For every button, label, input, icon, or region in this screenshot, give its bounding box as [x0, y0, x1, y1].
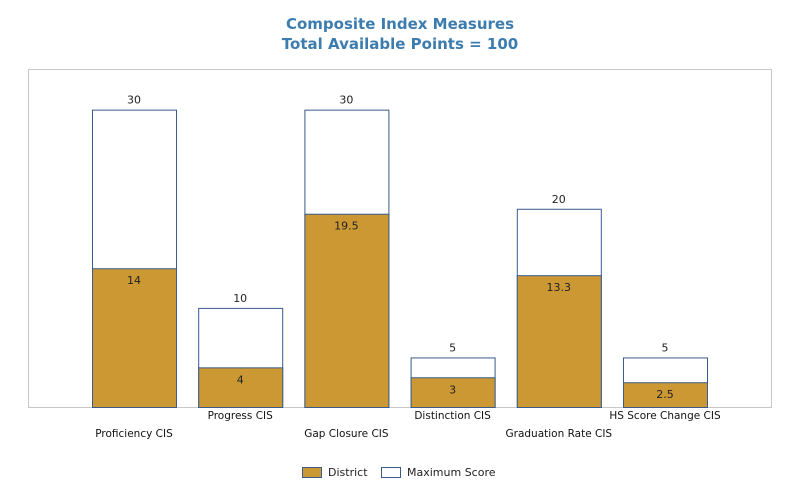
- bar-district-distinction-cis: [410, 377, 496, 409]
- x-tick-label-graduation-rate-cis: Graduation Rate CIS: [505, 428, 612, 440]
- legend-item-district: District: [302, 463, 368, 481]
- x-tick-label-hs-score-change-cis: HS Score Change CIS: [609, 410, 721, 422]
- data-label-district-graduation-rate-cis: 13.3: [547, 281, 572, 294]
- bar-district-graduation-rate-cis: [516, 275, 602, 408]
- bar-chart: 30 14 Proficiency CIS 10 4 Progress CIS 30 19.5…: [28, 69, 772, 440]
- x-tick-label-gap-closure-cis: Gap Closure CIS: [304, 428, 389, 440]
- legend-label-maximum-score: Maximum Score: [407, 465, 496, 479]
- data-label-maximum-progress-cis: 10: [233, 292, 247, 305]
- x-tick-label-distinction-cis: Distinction CIS: [414, 410, 491, 422]
- bars-group: [92, 109, 708, 409]
- bar-district-proficiency-cis: [92, 268, 177, 408]
- data-label-district-proficiency-cis: 14: [127, 274, 141, 287]
- data-label-maximum-hs-score-change-cis: 5: [662, 341, 669, 354]
- chart-title: Composite Index Measures: [285, 15, 515, 33]
- labels-group: 30 14 Proficiency CIS 10 4 Progress CIS 30 19.5…: [95, 94, 721, 440]
- legend: District Maximum Score: [0, 463, 800, 481]
- bar-district-hs-score-change-cis: [623, 382, 708, 408]
- legend-swatch-maximum-score: [381, 466, 401, 478]
- legend-item-maximum-score: Maximum Score: [381, 463, 496, 481]
- data-label-maximum-gap-closure-cis: 30: [339, 94, 353, 107]
- data-label-district-hs-score-change-cis: 2.5: [656, 388, 674, 401]
- chart-subtitle: Total Available Points = 100: [281, 35, 519, 53]
- data-label-maximum-distinction-cis: 5: [449, 341, 456, 354]
- bar-district-gap-closure-cis: [304, 213, 390, 408]
- x-tick-label-proficiency-cis: Proficiency CIS: [95, 428, 173, 440]
- data-label-district-gap-closure-cis: 19.5: [334, 220, 359, 233]
- data-label-maximum-proficiency-cis: 30: [127, 94, 141, 107]
- data-label-district-distinction-cis: 3: [449, 383, 456, 396]
- data-label-maximum-graduation-rate-cis: 20: [552, 193, 566, 206]
- legend-label-district: District: [328, 465, 368, 479]
- legend-swatch-district: [302, 466, 322, 478]
- x-tick-label-progress-cis: Progress CIS: [208, 410, 274, 422]
- bar-district-progress-cis: [198, 367, 284, 408]
- data-label-district-progress-cis: 4: [237, 373, 244, 386]
